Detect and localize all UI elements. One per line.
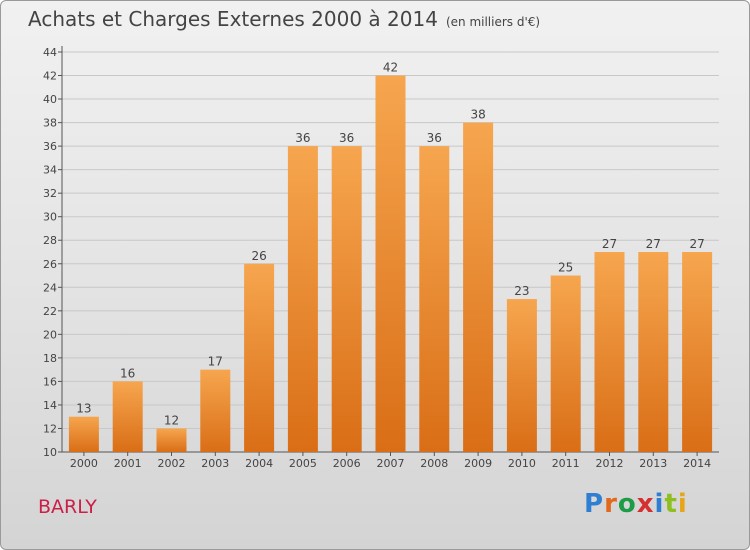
value-label: 25 bbox=[558, 261, 573, 275]
value-label: 27 bbox=[689, 237, 704, 251]
bar-2014 bbox=[682, 252, 713, 452]
x-tick-label: 2004 bbox=[245, 457, 273, 470]
bar-2009 bbox=[463, 122, 494, 453]
bar-layer bbox=[68, 75, 713, 453]
x-tick-label: 2014 bbox=[683, 457, 711, 470]
x-tick-label: 2000 bbox=[70, 457, 98, 470]
x-tick-label: 2012 bbox=[596, 457, 624, 470]
y-tick-label: 38 bbox=[43, 117, 57, 130]
logo-letter: o bbox=[617, 489, 637, 519]
bar-2000 bbox=[68, 416, 99, 452]
x-tick-label: 2010 bbox=[508, 457, 536, 470]
title-text: Achats et Charges Externes 2000 à 2014 bbox=[28, 7, 438, 31]
x-tick-label: 2002 bbox=[158, 457, 186, 470]
logo-letter: i bbox=[654, 489, 665, 519]
value-label: 27 bbox=[646, 237, 661, 251]
y-tick-label: 44 bbox=[43, 46, 57, 59]
y-tick-label: 16 bbox=[43, 375, 57, 388]
x-tick-label: 2013 bbox=[639, 457, 667, 470]
y-tick-label: 10 bbox=[43, 446, 57, 459]
value-label: 36 bbox=[339, 131, 354, 145]
bar-2008 bbox=[419, 146, 450, 452]
y-tick-label: 42 bbox=[43, 70, 57, 83]
value-label: 17 bbox=[208, 355, 223, 369]
value-label: 27 bbox=[602, 237, 617, 251]
x-tick-label: 2005 bbox=[289, 457, 317, 470]
bar-2007 bbox=[375, 75, 406, 452]
bar-2002 bbox=[156, 428, 187, 452]
chart-title: Achats et Charges Externes 2000 à 2014 (e… bbox=[28, 7, 540, 31]
value-label: 12 bbox=[164, 413, 179, 427]
bar-2006 bbox=[331, 146, 362, 452]
bar-2010 bbox=[506, 299, 537, 452]
x-tick-label: 2006 bbox=[333, 457, 361, 470]
y-tick-label: 24 bbox=[43, 281, 57, 294]
logo-letter: P bbox=[584, 489, 605, 519]
x-tick-label: 2007 bbox=[377, 457, 405, 470]
value-label: 38 bbox=[470, 108, 485, 122]
x-tick-label: 2001 bbox=[114, 457, 142, 470]
x-tick-label: 2003 bbox=[201, 457, 229, 470]
value-label: 36 bbox=[295, 131, 310, 145]
y-tick-label: 20 bbox=[43, 328, 57, 341]
bar-2012 bbox=[594, 252, 625, 452]
bar-2005 bbox=[287, 146, 318, 452]
y-tick-label: 34 bbox=[43, 164, 57, 177]
value-label: 13 bbox=[76, 402, 91, 416]
value-label: 42 bbox=[383, 61, 398, 75]
y-tick-label: 12 bbox=[43, 422, 57, 435]
value-label: 36 bbox=[427, 131, 442, 145]
chart-subtitle: (en milliers d'€) bbox=[445, 15, 541, 29]
x-tick-label: 2008 bbox=[420, 457, 448, 470]
x-tick-label: 2011 bbox=[552, 457, 580, 470]
bar-2001 bbox=[112, 381, 143, 452]
logo-letter: t bbox=[664, 489, 678, 519]
y-tick-label: 30 bbox=[43, 211, 57, 224]
logo-letter: i bbox=[677, 489, 688, 519]
value-label: 23 bbox=[514, 284, 529, 298]
y-tick-label: 14 bbox=[43, 399, 57, 412]
bar-2004 bbox=[244, 263, 275, 452]
y-tick-label: 36 bbox=[43, 140, 57, 153]
proxiti-logo: Proxiti bbox=[584, 489, 688, 519]
bar-2011 bbox=[550, 275, 581, 452]
place-name: BARLY bbox=[38, 496, 97, 518]
logo-letter: x bbox=[636, 489, 655, 519]
label-layer: 13 16 12 17 26 36 36 42 36 38 23 25 27 27 27 bbox=[76, 61, 704, 428]
y-tick-label: 40 bbox=[43, 93, 57, 106]
y-tick-label: 18 bbox=[43, 352, 57, 365]
bar-2003 bbox=[200, 369, 231, 452]
y-tick-label: 26 bbox=[43, 258, 57, 271]
value-label: 16 bbox=[120, 366, 135, 380]
logo-letter: r bbox=[604, 489, 618, 519]
x-tick-label: 2009 bbox=[464, 457, 492, 470]
y-tick-label: 32 bbox=[43, 187, 57, 200]
bar-2013 bbox=[638, 252, 669, 452]
y-tick-label: 28 bbox=[43, 234, 57, 247]
value-label: 26 bbox=[251, 249, 266, 263]
y-tick-label: 22 bbox=[43, 305, 57, 318]
